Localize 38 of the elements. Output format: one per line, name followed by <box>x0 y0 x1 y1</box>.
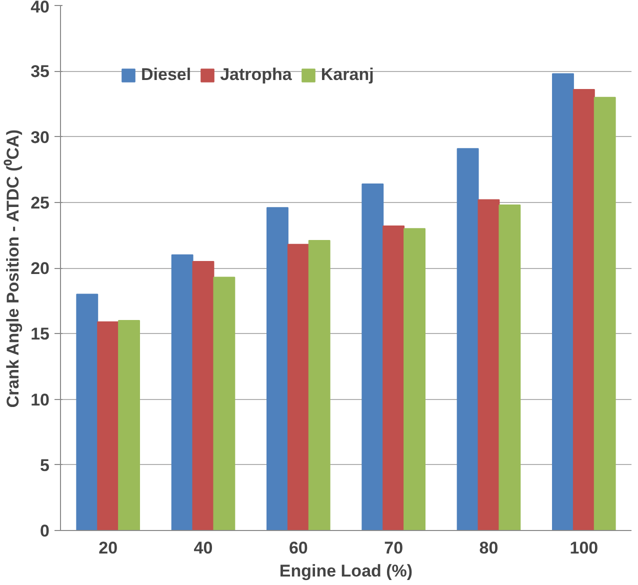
bar <box>118 320 140 530</box>
bar <box>213 276 236 530</box>
y-tick-label: 35 <box>30 62 50 82</box>
x-tick-label: 20 <box>98 538 118 558</box>
y-tick-label: 25 <box>30 193 50 212</box>
bar <box>552 73 574 530</box>
bar <box>308 240 330 530</box>
legend-label: Karanj <box>320 65 374 85</box>
x-tick-label: 40 <box>194 538 213 558</box>
bar <box>572 89 595 530</box>
bar <box>478 199 500 530</box>
y-tick-label: 15 <box>30 324 50 344</box>
y-tick-label: 0 <box>40 522 50 540</box>
legend-label: Jatropha <box>220 65 292 85</box>
bar <box>362 184 384 530</box>
x-tick-label: 60 <box>288 538 308 558</box>
y-tick-label: 40 <box>30 0 50 16</box>
bar <box>287 244 310 530</box>
bar <box>266 207 288 530</box>
bar <box>76 294 98 530</box>
y-tick-label: 30 <box>30 128 50 147</box>
y-tick-label: 10 <box>30 390 50 410</box>
bar <box>97 321 120 530</box>
bar <box>404 228 426 530</box>
x-tick-label: 100 <box>570 538 598 558</box>
x-tick-label: 80 <box>479 538 498 558</box>
bar <box>382 226 405 530</box>
bar <box>192 260 214 530</box>
bar <box>594 96 616 530</box>
x-axis-title: Engine Load (%) <box>279 562 413 580</box>
y-tick-label: 20 <box>30 259 50 278</box>
legend-label: Diesel <box>141 65 192 85</box>
y-tick-label: 5 <box>40 456 50 475</box>
y-axis-title: Crank Angle Position - ATDC (⁰CA) <box>4 129 23 408</box>
bar <box>456 148 479 530</box>
bar <box>498 204 521 530</box>
bar <box>171 254 194 530</box>
x-tick-label: 70 <box>384 538 404 558</box>
